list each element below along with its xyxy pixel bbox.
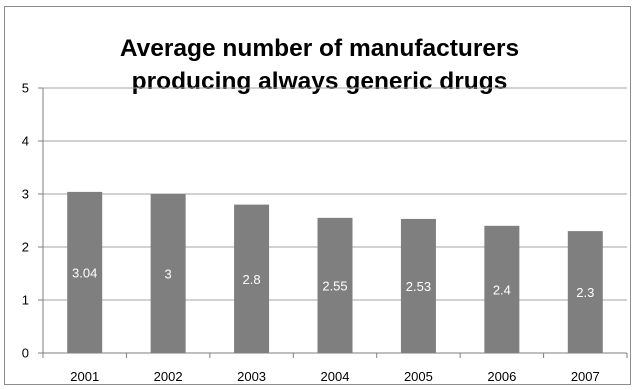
bar-2001 [67, 191, 103, 353]
chart-title-line-2: producing always generic drugs [131, 68, 508, 95]
x-tick-label-2002: 2002 [154, 369, 183, 384]
data-label-2003: 2.8 [243, 272, 261, 287]
bar-2005 [400, 218, 436, 353]
bar-2006 [484, 225, 520, 353]
y-tick-label: 4 [22, 134, 29, 149]
y-tick-label: 3 [22, 187, 29, 202]
data-label-2005: 2.53 [406, 279, 431, 294]
x-tick-label-2007: 2007 [571, 369, 600, 384]
bar-2003 [234, 204, 270, 353]
x-tick-label-2003: 2003 [237, 369, 266, 384]
bar-2002 [150, 194, 186, 353]
x-tick-label-2004: 2004 [321, 369, 350, 384]
data-label-2001: 3.04 [72, 265, 97, 280]
data-label-2006: 2.4 [493, 282, 511, 297]
data-label-2007: 2.3 [576, 285, 594, 300]
chart-title-line-1: Average number of manufacturers [119, 35, 520, 62]
x-tick-label-2001: 2001 [70, 369, 99, 384]
x-tick-label-2006: 2006 [487, 369, 516, 384]
data-label-2004: 2.55 [322, 278, 347, 293]
y-tick-label: 1 [22, 293, 29, 308]
x-tick-label-2005: 2005 [404, 369, 433, 384]
bar-2007 [567, 231, 603, 353]
y-tick-label: 5 [22, 81, 29, 96]
y-tick-label: 2 [22, 240, 29, 255]
y-tick-label: 0 [22, 346, 29, 361]
bar-2004 [317, 217, 353, 353]
chart-title: Average number of manufacturers producin… [0, 32, 639, 98]
data-label-2002: 3 [165, 267, 172, 282]
